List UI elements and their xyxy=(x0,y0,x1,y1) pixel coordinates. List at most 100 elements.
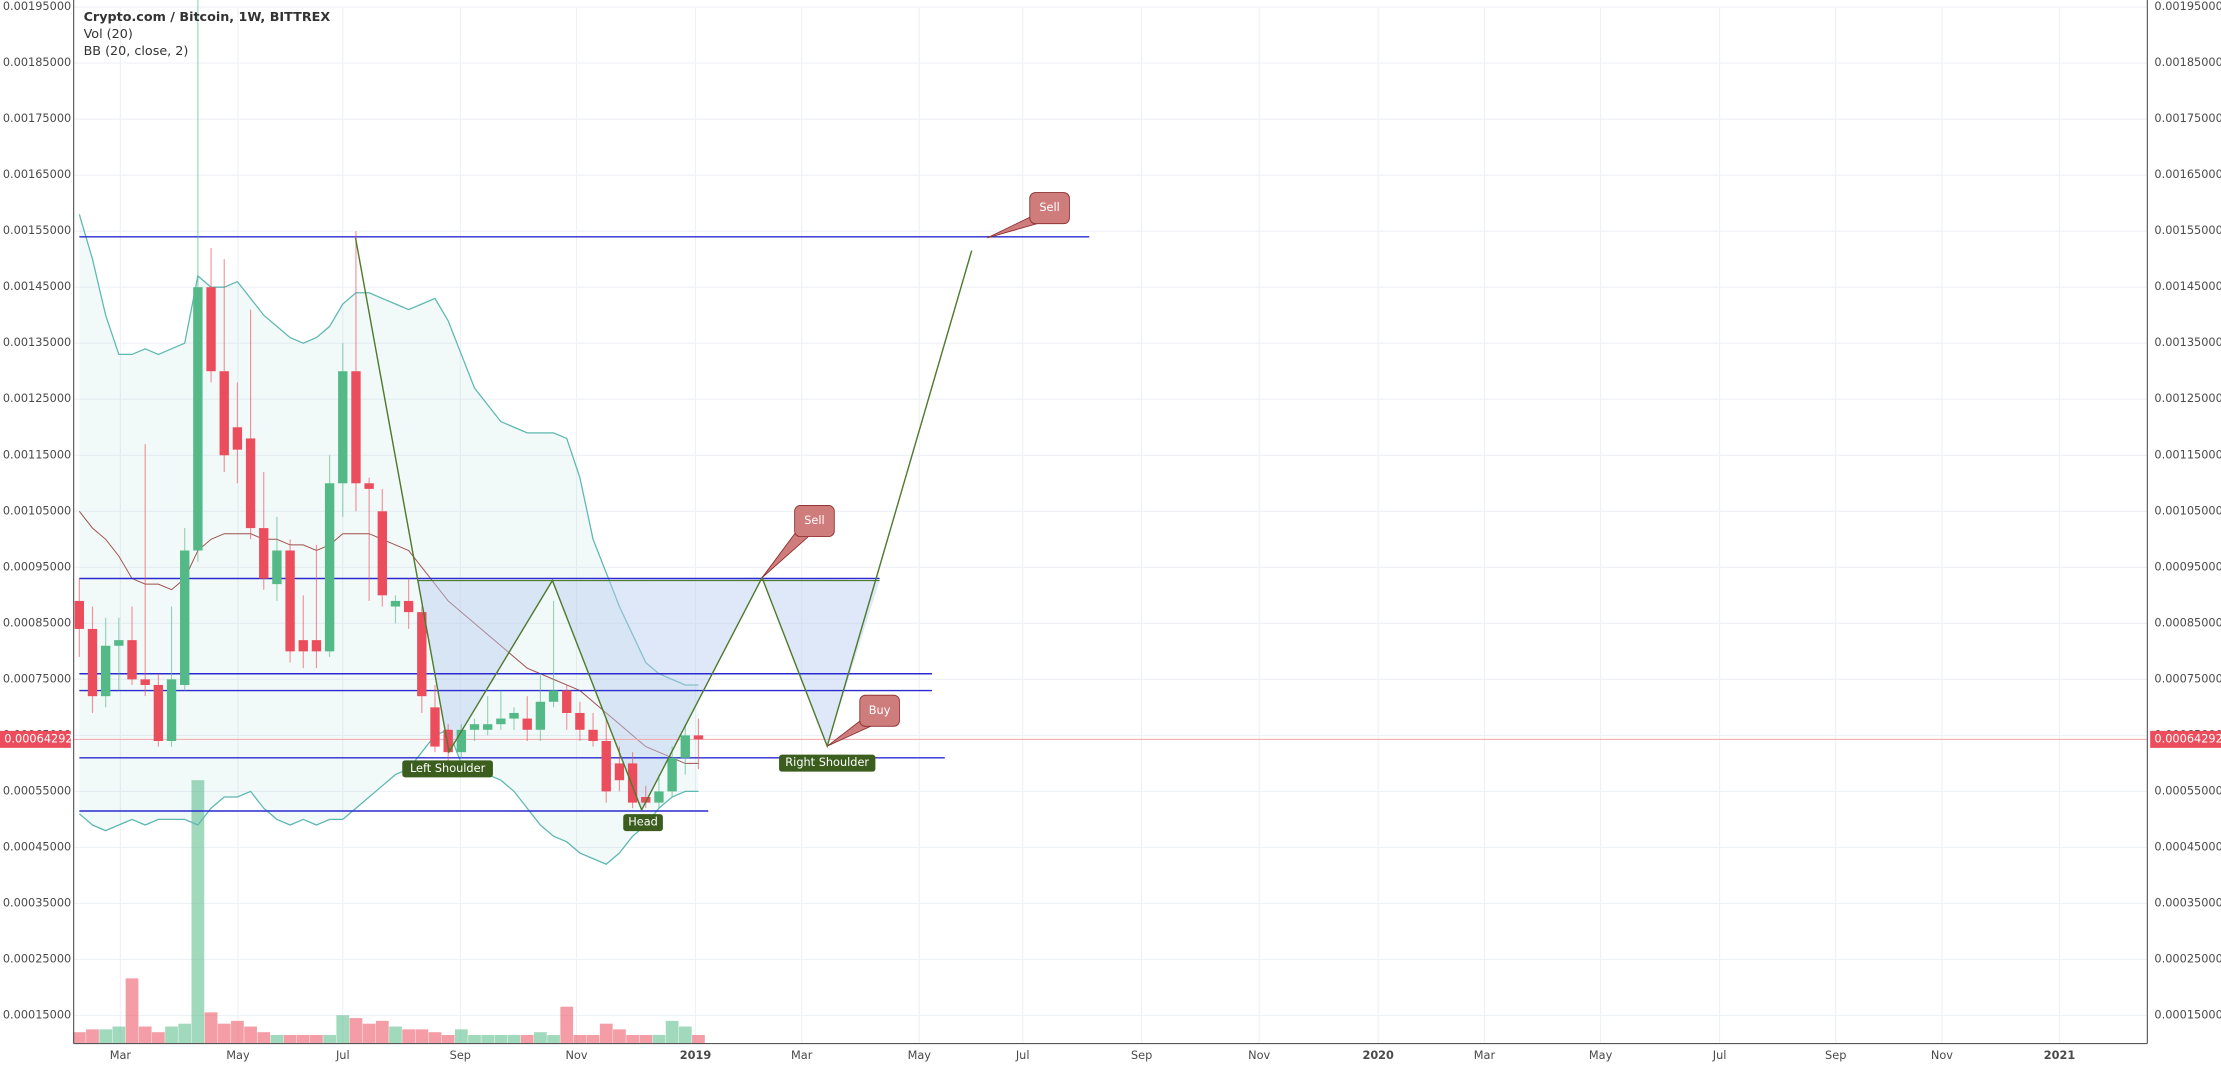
x-tick-label: Jul xyxy=(1015,1048,1030,1062)
candle-body xyxy=(693,735,704,740)
candle-body xyxy=(219,371,229,456)
candle-body xyxy=(654,791,664,803)
volume-bar xyxy=(481,1035,495,1044)
candle-body xyxy=(575,712,585,730)
indicator-label: Vol (20) xyxy=(84,27,133,42)
x-tick-label: Nov xyxy=(565,1048,587,1062)
candle-body xyxy=(127,640,137,680)
candle-body xyxy=(232,427,243,450)
chart-title: Crypto.com / Bitcoin, 1W, BITTREX xyxy=(84,10,331,25)
y-tick-label: 0.00155000 xyxy=(2154,223,2221,237)
volume-bar xyxy=(520,1035,534,1044)
volume-bar xyxy=(639,1035,653,1044)
candle-body xyxy=(259,528,269,579)
y-tick-label: 0.00085000 xyxy=(2154,615,2221,629)
volume-bar xyxy=(665,1020,679,1044)
y-tick-label: 0.00135000 xyxy=(3,335,71,349)
candle-body xyxy=(469,724,480,730)
volume-bar xyxy=(573,1035,587,1044)
candle-body xyxy=(522,718,532,730)
candle-body xyxy=(430,707,440,747)
candle-body xyxy=(390,600,401,607)
candle-body xyxy=(324,483,335,652)
candle-body xyxy=(627,763,638,803)
volume-bar xyxy=(375,1020,389,1044)
y-tick-label: 0.00145000 xyxy=(2154,279,2221,293)
candle-body xyxy=(298,640,308,652)
candle-body xyxy=(456,729,467,753)
volume-bar xyxy=(468,1035,481,1044)
y-tick-label: 0.00015000 xyxy=(2154,1008,2221,1022)
y-tick-label: 0.00075000 xyxy=(2154,671,2221,685)
bb-lower xyxy=(78,728,699,865)
volume-bar xyxy=(389,1026,402,1044)
y-tick-label: 0.00175000 xyxy=(3,111,71,125)
volume-bar xyxy=(428,1032,442,1044)
candle-body xyxy=(601,740,611,792)
y-tick-label: 0.00045000 xyxy=(2154,839,2221,853)
volume-bar xyxy=(678,1026,692,1044)
candle-body xyxy=(509,712,519,719)
pattern-fill xyxy=(552,577,763,810)
x-tick-label: May xyxy=(226,1048,250,1062)
candle-body xyxy=(114,640,124,646)
bb-upper xyxy=(78,214,699,686)
callout-box xyxy=(794,505,835,538)
volume-bar xyxy=(296,1035,310,1044)
volume-bar xyxy=(441,1035,455,1044)
candle-body xyxy=(166,679,177,741)
volume-bar xyxy=(178,1023,192,1044)
y-tick-label: 0.00125000 xyxy=(2154,391,2221,405)
x-tick-label: Mar xyxy=(1474,1048,1496,1062)
y-tick-label: 0.00075000 xyxy=(3,671,71,685)
y-tick-label: 0.00195000 xyxy=(2154,0,2221,13)
x-tick-label: Jul xyxy=(1712,1048,1727,1062)
x-tick-label: Mar xyxy=(110,1048,132,1062)
y-tick-label: 0.00095000 xyxy=(3,559,71,573)
x-tick-label: Sep xyxy=(450,1048,471,1062)
y-tick-label: 0.00175000 xyxy=(2154,111,2221,125)
candle-body xyxy=(351,371,361,484)
volume-bar xyxy=(72,1032,86,1044)
volume-bar xyxy=(165,1026,178,1044)
y-tick-label: 0.00165000 xyxy=(2154,167,2221,181)
last-price-label: 0.00064292 xyxy=(2154,731,2221,745)
y-tick-label: 0.00025000 xyxy=(3,951,71,965)
candle-body xyxy=(140,679,150,685)
candle-body xyxy=(87,628,98,697)
candle-body xyxy=(680,735,690,758)
y-tick-label: 0.00105000 xyxy=(3,503,71,517)
volume-bar xyxy=(560,1006,574,1044)
callout-box xyxy=(859,694,900,727)
candle-body xyxy=(483,724,493,730)
volume-bar xyxy=(231,1020,244,1044)
x-tick-label: May xyxy=(1589,1048,1613,1062)
candle-body xyxy=(153,684,164,741)
y-tick-label: 0.00035000 xyxy=(2154,895,2221,909)
last-price-tag xyxy=(0,730,71,748)
candle-body xyxy=(206,287,216,372)
volume-bar xyxy=(151,1032,165,1044)
y-tick-label: 0.00085000 xyxy=(3,615,71,629)
candle-body xyxy=(245,438,256,529)
volume-bar xyxy=(402,1029,416,1044)
plot: Sell Sell Buy Left Shoulder Head Right Should… xyxy=(72,0,2148,1044)
volume-bar xyxy=(191,780,205,1044)
y-tick-label: 0.00125000 xyxy=(3,391,71,405)
candle-body xyxy=(417,612,427,697)
volume-bar xyxy=(534,1032,547,1044)
candle-body xyxy=(311,640,322,652)
candle-body xyxy=(641,797,651,803)
y-tick-label: 0.00095000 xyxy=(2154,559,2221,573)
volume-bar xyxy=(599,1023,613,1044)
x-tick-label: 2019 xyxy=(680,1048,712,1062)
pattern-label-box xyxy=(623,814,663,832)
y-tick-label: 0.00025000 xyxy=(2154,951,2221,965)
volume-bar xyxy=(692,1035,705,1044)
y-tick-label: 0.00145000 xyxy=(3,279,71,293)
callout-label: Buy xyxy=(869,703,891,717)
volume-bar xyxy=(349,1018,363,1044)
candle-body xyxy=(74,600,84,629)
volume-bar xyxy=(257,1032,271,1044)
